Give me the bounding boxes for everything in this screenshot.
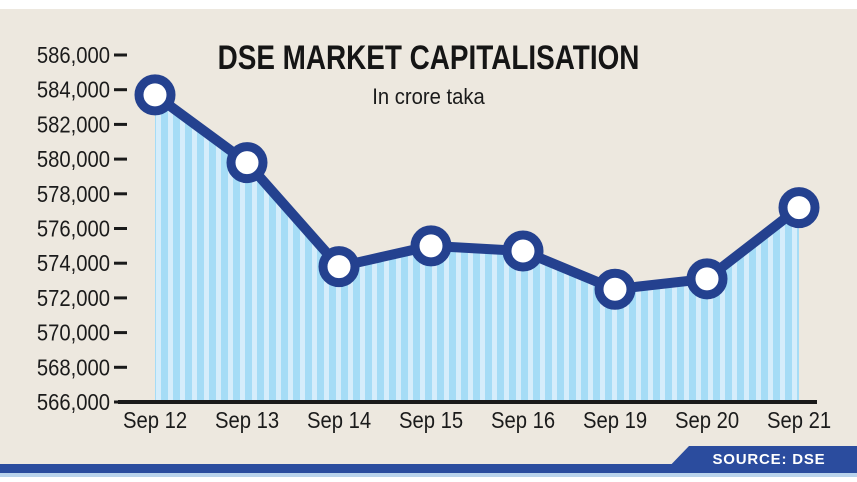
x-tick-label: Sep 19 — [583, 407, 647, 434]
x-tick-label: Sep 13 — [215, 407, 279, 434]
x-tick-label: Sep 14 — [307, 407, 371, 434]
data-point-marker — [134, 74, 176, 116]
y-tick-label: 572,000 — [37, 285, 110, 312]
x-tick-label: Sep 21 — [767, 407, 831, 434]
y-tick-label: 574,000 — [37, 250, 110, 277]
data-point-marker — [318, 246, 360, 288]
x-tick-label: Sep 16 — [491, 407, 555, 434]
data-point-marker — [226, 142, 268, 184]
x-tick-label: Sep 15 — [399, 407, 463, 434]
y-tick-label: 576,000 — [37, 215, 110, 242]
data-point-marker — [502, 230, 544, 272]
y-tick-label: 570,000 — [37, 319, 110, 346]
y-tick-label: 578,000 — [37, 181, 110, 208]
source-badge-label: SOURCE: DSE — [712, 451, 826, 468]
chart-title: DSE MARKET CAPITALISATION — [217, 39, 640, 77]
data-point-marker — [410, 225, 452, 267]
bottom-bar-underline — [0, 473, 857, 477]
data-point-marker — [778, 187, 820, 229]
source-badge: SOURCE: DSE — [663, 446, 857, 473]
x-tick-label: Sep 12 — [123, 407, 187, 434]
y-tick-label: 566,000 — [37, 389, 110, 416]
y-tick-label: 582,000 — [37, 111, 110, 138]
y-tick-label: 568,000 — [37, 354, 110, 381]
y-tick-label: 584,000 — [37, 76, 110, 103]
data-point-marker — [594, 268, 636, 310]
data-point-marker — [686, 258, 728, 300]
x-tick-label: Sep 20 — [675, 407, 739, 434]
bottom-bar — [0, 464, 857, 473]
chart-subtitle: In crore taka — [372, 84, 485, 109]
y-tick-label: 586,000 — [37, 42, 110, 69]
y-tick-label: 580,000 — [37, 146, 110, 173]
